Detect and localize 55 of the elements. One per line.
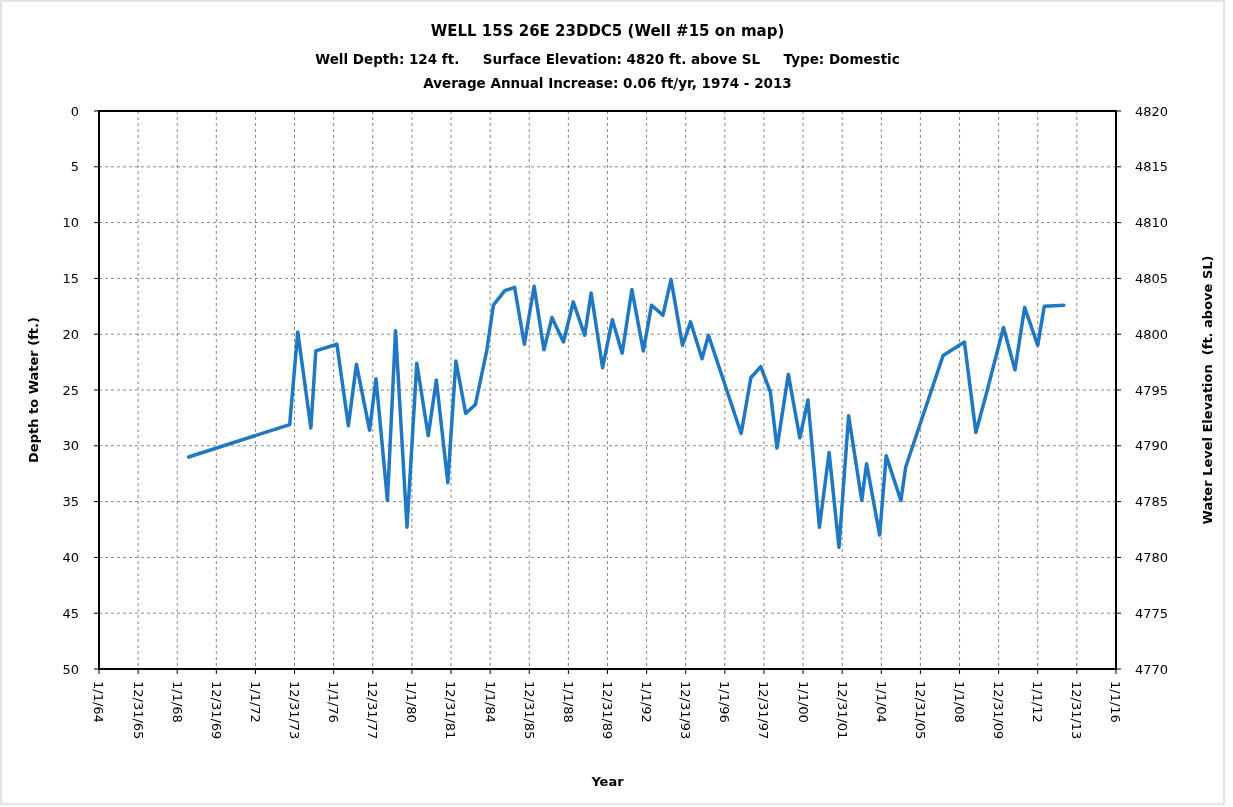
x-tick-label: 1/1/64: [91, 681, 107, 723]
y2-tick-label: 4800: [1135, 326, 1169, 342]
x-tick-label: 12/31/97: [756, 681, 772, 740]
x-tick-label: 12/31/73: [287, 681, 302, 740]
y-tick-label: 45: [62, 605, 79, 621]
y-tick-label: 20: [62, 326, 79, 342]
x-tick-label: 1/1/80: [404, 681, 420, 723]
y-tick-label: 50: [62, 661, 79, 677]
x-tick-label: 12/31/05: [912, 681, 928, 740]
x-tick-label: 1/1/96: [717, 681, 733, 723]
y2-tick-label: 4795: [1135, 382, 1169, 398]
y2-tick-label: 4820: [1135, 103, 1169, 119]
y2-tick-label: 4815: [1135, 159, 1169, 175]
x-tick-label: 1/1/04: [873, 681, 889, 723]
y2-tick-label: 4770: [1135, 661, 1169, 677]
x-tick-label: 12/31/81: [443, 681, 459, 740]
y-tick-label: 5: [70, 159, 79, 175]
x-tick-label: 12/31/65: [130, 681, 146, 740]
y-tick-label: 30: [62, 438, 79, 454]
x-tick-label: 1/1/00: [795, 681, 811, 723]
y-axis-title: Depth to Water (ft.): [26, 317, 41, 463]
x-tick-label: 1/1/92: [639, 681, 655, 723]
y2-tick-label: 4805: [1135, 270, 1169, 286]
x-tick-label: 12/31/85: [521, 681, 537, 740]
x-tick-label: 12/31/77: [365, 681, 381, 740]
y-tick-label: 25: [62, 382, 79, 398]
x-tick-label: 1/1/12: [1030, 681, 1046, 723]
x-tick-label: 12/31/09: [991, 681, 1007, 740]
x-tick-label: 1/1/16: [1108, 681, 1124, 723]
x-tick-label: 1/1/72: [247, 681, 263, 723]
x-tick-label: 12/31/89: [599, 681, 615, 740]
y2-tick-label: 4810: [1135, 215, 1169, 231]
x-tick-label: 1/1/84: [482, 681, 498, 723]
x-tick-label: 1/1/68: [169, 681, 185, 723]
y2-tick-label: 4775: [1135, 605, 1169, 621]
chart-subtitle: Well Depth: 124 ft. Surface Elevation: 4820 ft. above SL Type: Domestic Average Annual Increase: 0.06 ft/yr, 1974 - 2013: [315, 51, 900, 91]
x-tick-label: 12/31/93: [678, 681, 694, 740]
y-tick-label: 10: [62, 215, 79, 231]
x-tick-label: 1/1/08: [951, 681, 967, 723]
y2-tick-label: 4790: [1135, 438, 1169, 454]
x-tick-label: 12/31/13: [1069, 681, 1085, 740]
x-tick-label: 12/31/69: [208, 681, 224, 740]
y-tick-label: 35: [62, 494, 79, 510]
x-tick-label: 12/31/01: [834, 681, 850, 740]
y2-axis-title: Water Level Elevation (ft. above SL): [1200, 255, 1215, 525]
line-series: [186, 277, 1066, 550]
y-tick-label: 15: [62, 270, 79, 286]
chart-title: WELL 15S 26E 23DDC5 (Well #15 on map): [430, 22, 785, 40]
x-tick-label: 1/1/88: [560, 681, 576, 723]
y2-tick-label: 4785: [1135, 494, 1169, 510]
x-tick-label: 1/1/76: [326, 681, 342, 723]
x-axis-title: Year: [590, 774, 625, 789]
y2-tick-label: 4780: [1135, 549, 1169, 565]
y-tick-label: 40: [62, 549, 79, 565]
y-tick-label: 0: [70, 103, 79, 119]
